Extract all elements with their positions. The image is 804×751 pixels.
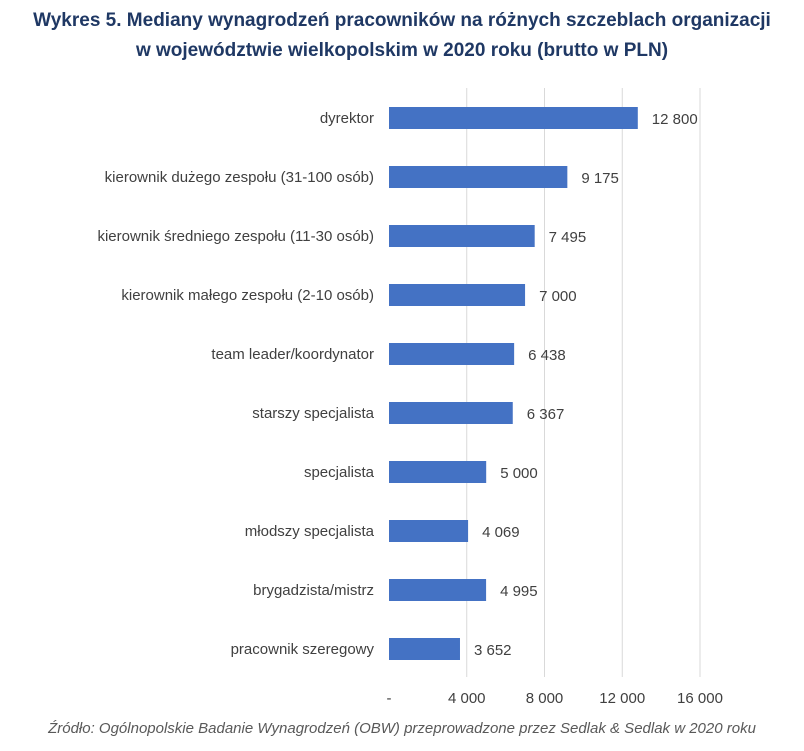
bar bbox=[389, 225, 535, 247]
value-label: 9 175 bbox=[581, 170, 619, 187]
bar bbox=[389, 520, 469, 542]
x-tick-label: 4 000 bbox=[448, 690, 486, 707]
x-tick-label: - bbox=[387, 690, 392, 707]
bar bbox=[389, 579, 487, 601]
category-label: kierownik średniego zespołu (11-30 osób) bbox=[97, 228, 374, 245]
x-tick-label: 8 000 bbox=[526, 690, 564, 707]
value-label: 5 000 bbox=[500, 465, 538, 482]
value-label: 4 069 bbox=[482, 524, 520, 541]
source-note: Źródło: Ogólnopolskie Badanie Wynagrodze… bbox=[48, 720, 756, 737]
labels: - 4 000 8 000 12 000 16 000 dyrektor 12 800 kie… bbox=[97, 110, 722, 707]
bar bbox=[389, 402, 513, 424]
bar bbox=[389, 461, 487, 483]
value-label: 6 367 bbox=[527, 406, 565, 423]
bar bbox=[389, 343, 515, 365]
value-label: 4 995 bbox=[500, 583, 538, 600]
bar bbox=[389, 638, 460, 660]
category-label: specjalista bbox=[304, 464, 375, 481]
chart-title: Wykres 5. Mediany wynagrodzeń pracownikó… bbox=[0, 6, 804, 66]
category-label: kierownik małego zespołu (2-10 osób) bbox=[121, 287, 374, 304]
x-tick-label: 12 000 bbox=[599, 690, 645, 707]
category-label: starszy specjalista bbox=[252, 405, 374, 422]
category-label: młodszy specjalista bbox=[245, 523, 375, 540]
value-label: 12 800 bbox=[652, 111, 698, 128]
category-label: dyrektor bbox=[320, 110, 374, 127]
value-label: 6 438 bbox=[528, 347, 566, 364]
value-label: 7 000 bbox=[539, 288, 577, 305]
chart-title-line-2: w województwie wielkopolskim w 2020 roku… bbox=[135, 40, 669, 61]
category-label: pracownik szeregowy bbox=[231, 641, 375, 658]
category-label: brygadzista/mistrz bbox=[253, 582, 374, 599]
bar bbox=[389, 107, 638, 129]
chart-title-line-1: Wykres 5. Mediany wynagrodzeń pracownikó… bbox=[33, 10, 771, 31]
value-label: 7 495 bbox=[549, 229, 587, 246]
x-tick-label: 16 000 bbox=[677, 690, 723, 707]
value-label: 3 652 bbox=[474, 642, 512, 659]
category-label: team leader/koordynator bbox=[211, 346, 374, 363]
bar bbox=[389, 284, 526, 306]
bar bbox=[389, 166, 568, 188]
category-label: kierownik dużego zespołu (31-100 osób) bbox=[105, 169, 374, 186]
bars bbox=[389, 107, 638, 660]
